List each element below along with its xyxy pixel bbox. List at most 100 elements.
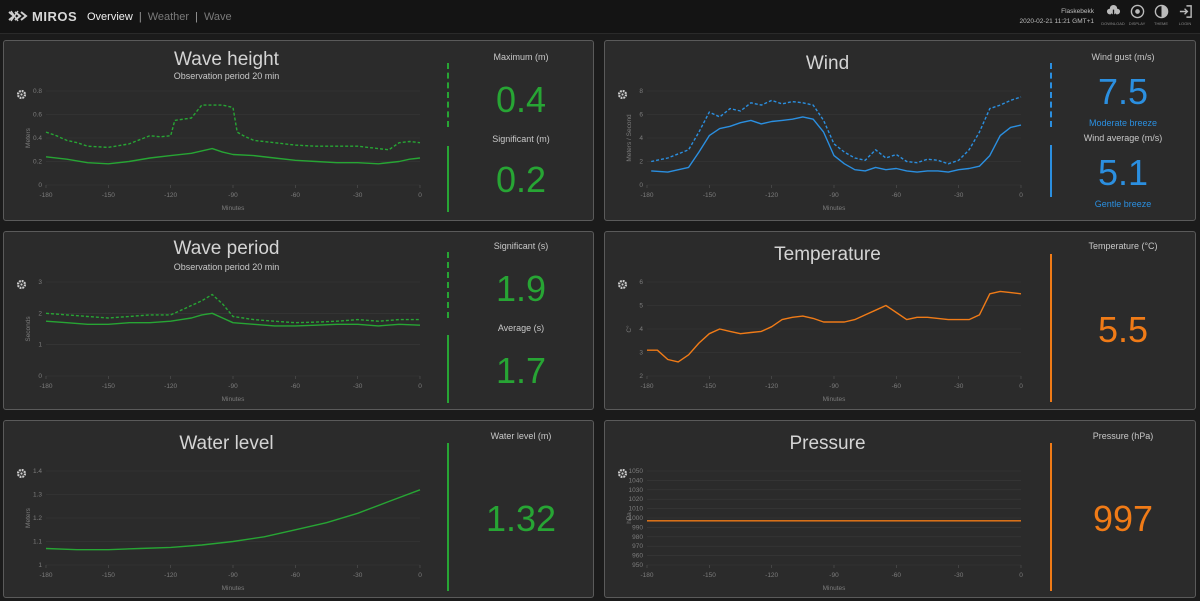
value-label: Average (s) — [497, 323, 545, 333]
gear-icon[interactable] — [16, 279, 27, 290]
x-tick-label: -30 — [954, 572, 964, 579]
display-icon — [1130, 4, 1144, 19]
display-button[interactable]: DISPLAY — [1128, 4, 1146, 26]
nav-overview[interactable]: Overview — [87, 11, 133, 23]
value-number: 1.9 — [495, 268, 547, 309]
y-tick-label: 1.2 — [33, 515, 42, 522]
x-tick-label: -120 — [164, 192, 177, 199]
x-tick-label: -30 — [954, 383, 964, 390]
y-tick-label: 6 — [639, 112, 643, 119]
value-label: Wind gust (m/s) — [1091, 52, 1155, 62]
x-tick-label: -60 — [892, 192, 902, 199]
y-tick-label: 980 — [632, 534, 643, 541]
station-datetime: 2020-02-21 11:21 GMT+1 — [1019, 18, 1095, 25]
value-label: Water level (m) — [490, 431, 552, 441]
y-tick-label: 1050 — [629, 468, 644, 475]
main-nav: Overview | Weather | Wave — [87, 11, 232, 23]
panel-title: Wind — [805, 53, 850, 74]
significant-indicator-bar — [447, 146, 449, 212]
series-line-significant — [45, 147, 421, 165]
login-label: LOGIN — [1178, 21, 1192, 26]
y-tick-label: 2 — [639, 159, 643, 166]
x-tick-label: -150 — [703, 383, 716, 390]
gear-icon[interactable] — [617, 279, 628, 290]
y-axis-label: Meters — [25, 127, 32, 148]
wave-height-chart: 0.8 0.6 0.4 0.2 0 -180 -150 -120 -90 -60 -30 0 Minut… — [25, 88, 422, 212]
value-label: Significant (m) — [492, 134, 550, 144]
y-tick-label: 1000 — [629, 515, 644, 522]
top-bar: MIROS Overview | Weather | Wave Flaskebe… — [0, 0, 1200, 34]
y-tick-label: 1010 — [629, 506, 644, 513]
wave-period-panel: Wave period Observation period 20 min 3 2… — [3, 231, 594, 410]
gear-icon[interactable] — [16, 89, 27, 100]
display-label: DISPLAY — [1128, 21, 1146, 26]
x-tick-label: -150 — [102, 383, 115, 390]
y-tick-label: 2 — [38, 310, 42, 317]
x-axis-label: Minutes — [823, 585, 847, 592]
y-tick-label: 0 — [38, 182, 42, 189]
value-number: 997 — [1092, 498, 1154, 539]
beaufort-description: Moderate breeze — [1088, 118, 1158, 128]
theme-button[interactable]: THEME — [1152, 4, 1170, 26]
value-number: 5.1 — [1097, 152, 1149, 193]
x-axis-label: Minutes — [222, 205, 246, 212]
panel-title: Pressure — [789, 433, 866, 454]
y-tick-label: 4 — [639, 135, 643, 142]
water-level-chart: 1.4 1.3 1.2 1.1 1 -180 -150 -120 -90 -60 -30 0 Minut… — [25, 468, 422, 592]
series-line-water-level — [45, 489, 421, 551]
y-tick-label: 8 — [639, 88, 643, 95]
wind-average-indicator-bar — [1050, 145, 1052, 197]
y-tick-label: 5 — [639, 303, 643, 310]
y-tick-label: 970 — [632, 543, 643, 550]
value-number: 0.4 — [495, 79, 547, 120]
download-label: DOWNLOAD — [1101, 21, 1125, 26]
x-tick-label: -90 — [829, 383, 839, 390]
y-tick-label: 1030 — [629, 487, 644, 494]
x-tick-label: 0 — [1019, 383, 1023, 390]
y-axis-label: Meters / Second — [626, 114, 633, 162]
y-tick-label: 1 — [38, 342, 42, 349]
panel-title: Wave height — [174, 49, 279, 70]
series-line-wind-average — [651, 116, 1022, 173]
x-tick-label: 0 — [1019, 572, 1023, 579]
series-line-significant — [45, 293, 420, 324]
x-tick-label: 0 — [418, 572, 422, 579]
x-tick-label: 0 — [418, 383, 422, 390]
x-tick-label: -30 — [353, 383, 363, 390]
y-tick-label: 0.2 — [33, 159, 42, 166]
y-axis-label: hPa — [626, 512, 633, 524]
pressure-chart: 1050 1040 1030 1020 1010 1000 990 980 970 960 950 -… — [626, 468, 1023, 592]
x-tick-label: -60 — [291, 192, 301, 199]
y-tick-label: 0.8 — [33, 88, 42, 95]
login-button[interactable]: LOGIN — [1176, 4, 1194, 26]
x-tick-label: -90 — [228, 383, 238, 390]
gear-icon[interactable] — [617, 468, 628, 479]
y-tick-label: 4 — [639, 326, 643, 333]
nav-weather[interactable]: Weather — [147, 11, 190, 23]
x-tick-label: -150 — [703, 192, 716, 199]
wave-period-chart: 3 2 1 0 -180 -150 -120 -90 -60 -30 0 Minutes Seconds — [25, 279, 422, 403]
x-tick-label: -30 — [353, 192, 363, 199]
x-tick-label: -30 — [954, 192, 964, 199]
gear-icon[interactable] — [16, 468, 27, 479]
x-tick-label: -120 — [765, 192, 778, 199]
water-level-indicator-bar — [447, 443, 449, 591]
temperature-panel: Temperature 6 5 4 3 2 -180 -150 -120 -90 -60 -30 0 M… — [604, 231, 1196, 410]
toolbar: DOWNLOAD DISPLAY THEME LOGIN — [1101, 4, 1194, 26]
x-tick-label: 0 — [418, 192, 422, 199]
y-tick-label: 1040 — [629, 477, 644, 484]
download-button[interactable]: DOWNLOAD — [1101, 4, 1125, 26]
gear-icon[interactable] — [617, 89, 628, 100]
y-tick-label: 0.6 — [33, 112, 42, 119]
x-tick-label: -180 — [640, 383, 653, 390]
x-tick-label: -60 — [291, 383, 301, 390]
value-number: 5.5 — [1097, 309, 1149, 350]
y-tick-label: 1.3 — [33, 492, 42, 499]
wind-gust-indicator-bar — [1050, 63, 1052, 127]
nav-wave[interactable]: Wave — [203, 11, 232, 23]
x-axis-label: Minutes — [222, 396, 246, 403]
series-line-average — [45, 312, 421, 327]
x-tick-label: -180 — [39, 383, 52, 390]
logo[interactable]: MIROS — [8, 8, 77, 24]
theme-icon — [1154, 4, 1168, 19]
